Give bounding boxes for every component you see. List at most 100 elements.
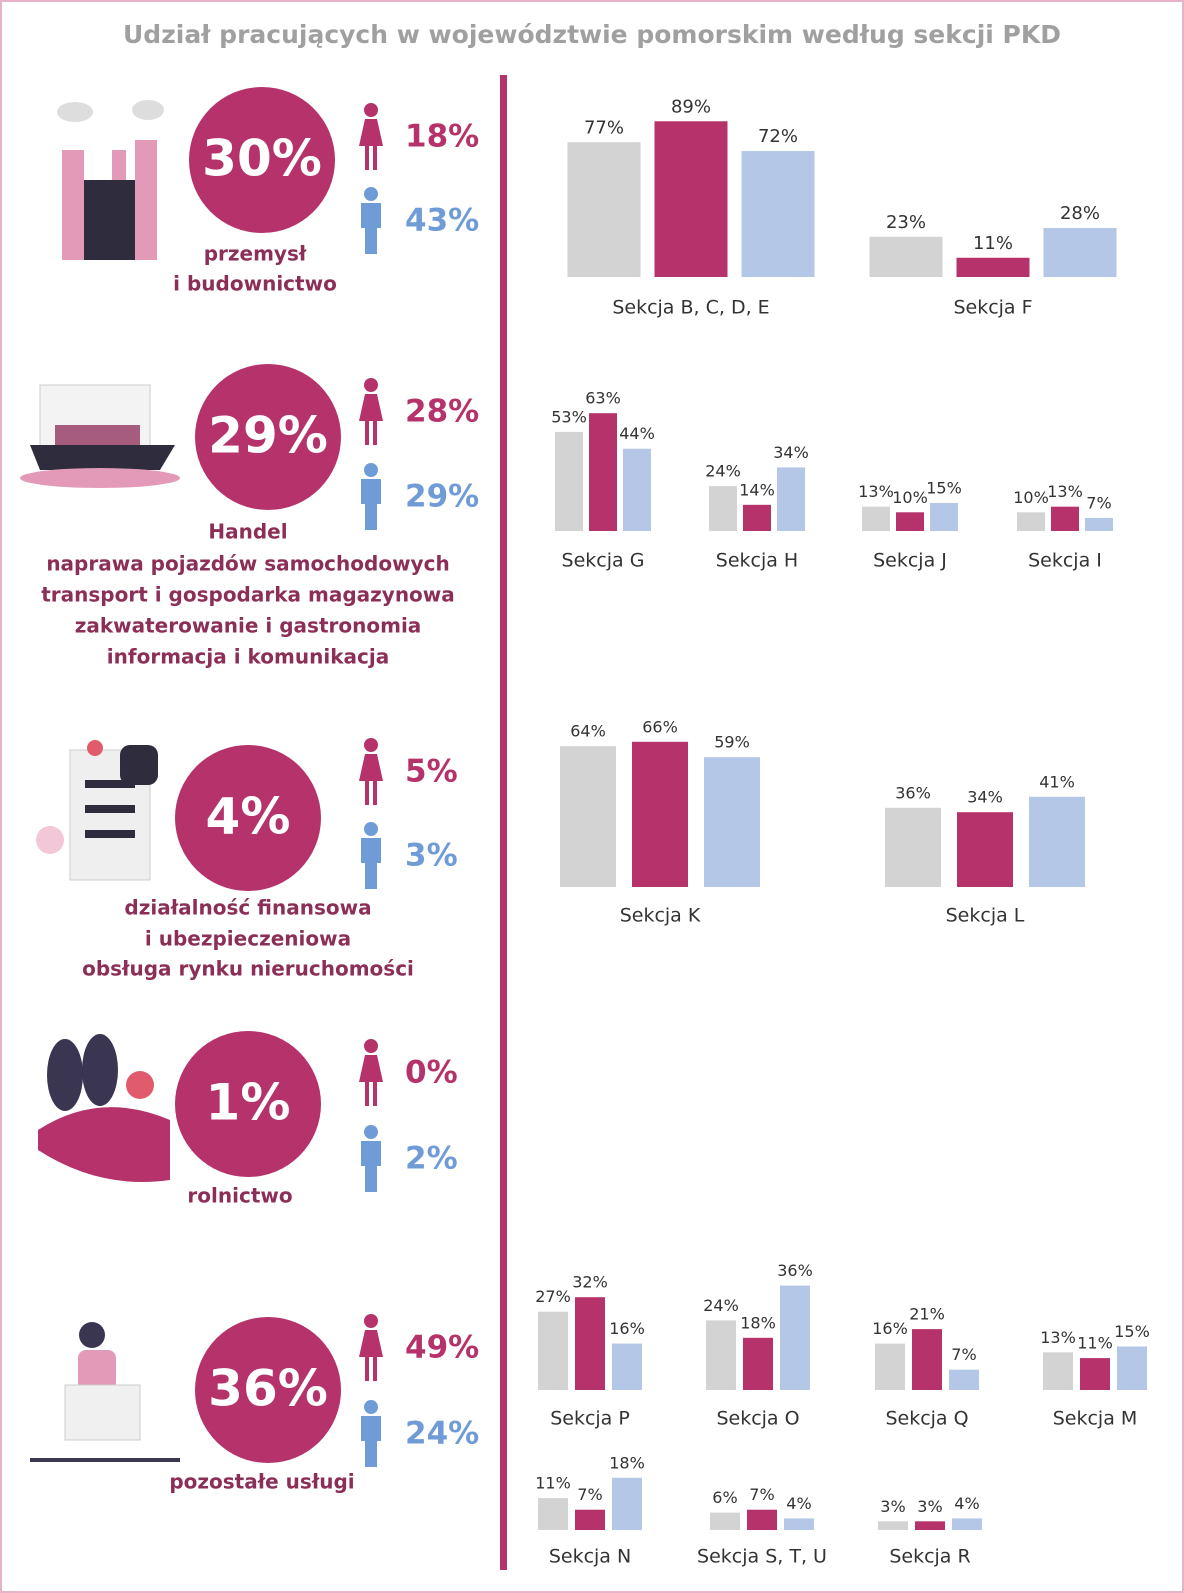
- sector-label: przemysł: [204, 242, 307, 266]
- sector-circle: [175, 745, 321, 891]
- value-label: 11%: [1077, 1334, 1113, 1353]
- category-label: Sekcja L: [946, 905, 1025, 927]
- value-label: 14%: [739, 480, 775, 499]
- bar: [862, 506, 890, 531]
- person-icon: [364, 1039, 378, 1053]
- person-icon: [359, 394, 383, 445]
- person-icon: [361, 838, 381, 889]
- category-label: Sekcja B, C, D, E: [612, 297, 769, 319]
- bar: [538, 1498, 568, 1530]
- person-icon: [361, 203, 381, 254]
- value-label: 13%: [858, 482, 894, 501]
- sector-label: zakwaterowanie i gastronomia: [75, 614, 422, 638]
- value-label: 6%: [712, 1488, 737, 1507]
- worker-illustration: [30, 1322, 180, 1462]
- bar: [777, 467, 805, 531]
- person-icon: [364, 463, 378, 477]
- value-label: 16%: [609, 1319, 645, 1338]
- women-share: 28%: [405, 394, 479, 430]
- value-label: 15%: [1114, 1322, 1150, 1341]
- bar: [896, 512, 924, 531]
- bar: [706, 1320, 736, 1390]
- sector-label: rolnictwo: [187, 1184, 292, 1208]
- bar: [957, 812, 1013, 887]
- men-share: 43%: [405, 203, 479, 239]
- value-label: 15%: [926, 478, 962, 497]
- person-icon: [364, 1125, 378, 1139]
- value-label: 24%: [703, 1296, 739, 1315]
- sector-total: 36%: [208, 1360, 328, 1418]
- sector-circle: [175, 1031, 321, 1177]
- divider: [500, 75, 507, 1570]
- person-icon: [361, 1416, 381, 1467]
- men-share: 2%: [405, 1141, 458, 1177]
- category-label: Sekcja N: [549, 1546, 631, 1568]
- value-label: 53%: [551, 407, 587, 426]
- women-share: 0%: [405, 1055, 458, 1091]
- sector-total: 4%: [206, 788, 291, 846]
- sector-total: 1%: [206, 1074, 291, 1132]
- bar: [912, 1329, 942, 1390]
- person-icon: [364, 1400, 378, 1414]
- men-share: 24%: [405, 1416, 479, 1452]
- person-icon: [359, 119, 383, 170]
- bar: [709, 486, 737, 531]
- category-label: Sekcja G: [562, 550, 645, 572]
- value-label: 89%: [671, 96, 711, 117]
- value-label: 18%: [609, 1453, 645, 1472]
- value-label: 10%: [1013, 488, 1049, 507]
- bar: [623, 448, 651, 531]
- sector-label: obsługa rynku nieruchomości: [82, 957, 414, 981]
- category-label: Sekcja I: [1028, 550, 1102, 572]
- person-icon: [364, 1314, 378, 1328]
- bar: [1051, 506, 1079, 531]
- bar: [555, 431, 583, 531]
- bar: [930, 502, 958, 531]
- bar: [956, 257, 1030, 277]
- bar: [1029, 796, 1085, 887]
- person-icon: [364, 378, 378, 392]
- sector-label: i budownictwo: [173, 272, 337, 296]
- value-label: 11%: [973, 233, 1013, 254]
- bar: [743, 504, 771, 531]
- farm-illustration: [38, 1034, 170, 1182]
- value-label: 41%: [1039, 772, 1075, 791]
- value-label: 23%: [886, 212, 926, 233]
- value-label: 16%: [872, 1319, 908, 1338]
- bar: [885, 807, 941, 887]
- bar: [780, 1285, 810, 1390]
- value-label: 13%: [1040, 1328, 1076, 1347]
- bar: [952, 1518, 982, 1530]
- bar: [560, 746, 616, 887]
- men-share: 3%: [405, 838, 458, 874]
- sector-label: Handel: [208, 520, 287, 544]
- value-label: 7%: [749, 1485, 774, 1504]
- value-label: 18%: [740, 1313, 776, 1332]
- value-label: 64%: [570, 722, 606, 741]
- category-label: Sekcja P: [550, 1408, 630, 1430]
- value-label: 4%: [954, 1494, 979, 1513]
- men-share: 29%: [405, 479, 479, 515]
- person-icon: [364, 187, 378, 201]
- value-label: 77%: [584, 117, 624, 138]
- bar: [743, 1337, 773, 1390]
- ship-illustration: [20, 384, 180, 488]
- bar: [632, 741, 688, 887]
- women-share: 18%: [405, 119, 479, 155]
- sector-circle: [195, 364, 341, 510]
- sector-label: naprawa pojazdów samochodowych: [46, 552, 449, 576]
- sector-label: pozostałe usługi: [169, 1470, 354, 1494]
- value-label: 3%: [917, 1497, 942, 1516]
- bar: [575, 1509, 605, 1530]
- bar: [915, 1521, 945, 1530]
- bar: [704, 757, 760, 887]
- category-label: Sekcja F: [953, 297, 1032, 319]
- category-label: Sekcja J: [873, 550, 947, 572]
- bar: [538, 1311, 568, 1390]
- bar: [575, 1297, 605, 1390]
- value-label: 66%: [642, 717, 678, 736]
- bar: [1043, 1352, 1073, 1390]
- building-illustration: [36, 740, 158, 881]
- value-label: 63%: [585, 389, 621, 408]
